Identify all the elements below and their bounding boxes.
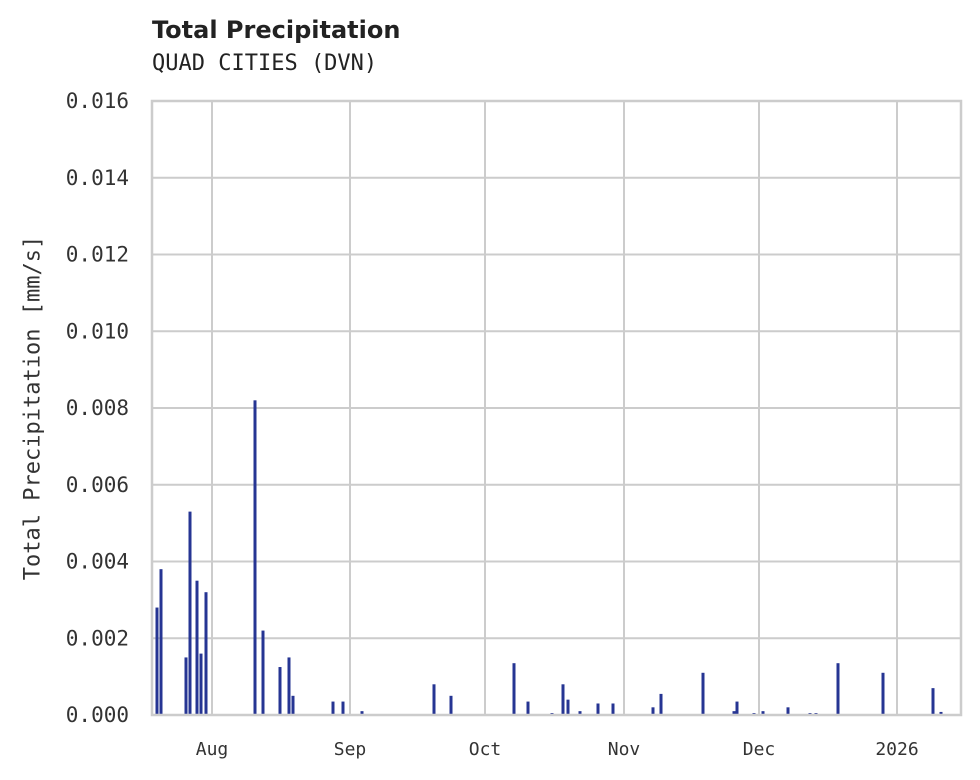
- plot-frame: [150, 99, 963, 717]
- y-tick-label: 0.008: [66, 396, 129, 420]
- precipitation-bar: [651, 707, 655, 715]
- precipitation-bar: [155, 607, 159, 715]
- gridlines: [152, 100, 961, 716]
- precipitation-bar: [195, 580, 199, 715]
- precipitation-bar: [432, 684, 436, 715]
- y-tick-label: 0.014: [66, 166, 129, 190]
- precipitation-bar: [881, 672, 885, 715]
- precipitation-bar: [659, 693, 663, 715]
- y-tick-label: 0.016: [66, 89, 129, 113]
- precipitation-bar: [449, 695, 453, 715]
- precipitation-bar: [761, 711, 765, 715]
- x-tick-label: Dec: [743, 739, 776, 760]
- x-tick-label: 2026: [875, 739, 918, 760]
- precipitation-bar: [188, 511, 192, 715]
- precipitation-bar: [939, 711, 943, 715]
- y-tick-label: 0.012: [66, 243, 129, 267]
- precipitation-bar: [931, 688, 935, 715]
- precipitation-bar: [360, 711, 364, 715]
- precipitation-bar: [526, 701, 530, 715]
- precipitation-bar: [836, 663, 840, 715]
- precipitation-bar: [561, 684, 565, 715]
- chart-title: Total Precipitation: [152, 16, 401, 44]
- x-axis-ticks: Aug Sep Oct Nov Dec 2026: [196, 739, 919, 760]
- precipitation-bar: [331, 701, 335, 715]
- precipitation-bar: [566, 699, 570, 715]
- x-tick-label: Oct: [469, 739, 502, 760]
- precipitation-bar: [287, 657, 291, 715]
- precipitation-bar: [199, 653, 203, 715]
- precipitation-bars: [155, 400, 943, 715]
- precipitation-bar: [732, 711, 736, 715]
- y-tick-label: 0.010: [66, 319, 129, 343]
- y-axis-ticks: 0.000 0.002 0.004 0.006 0.008 0.010 0.012 0.014…: [66, 89, 129, 727]
- precipitation-bar: [701, 672, 705, 715]
- y-tick-label: 0.004: [66, 550, 129, 574]
- chart-subtitle: QUAD CITIES (DVN): [152, 51, 378, 76]
- precipitation-bar: [341, 701, 345, 715]
- precipitation-bar: [735, 701, 739, 715]
- precipitation-bar: [159, 569, 163, 715]
- precipitation-bar: [278, 667, 282, 715]
- precipitation-bar: [184, 657, 188, 715]
- y-tick-label: 0.002: [66, 626, 129, 650]
- precipitation-bar: [596, 703, 600, 715]
- precipitation-bar: [204, 592, 208, 715]
- precipitation-bar: [253, 400, 257, 715]
- precipitation-bar: [291, 695, 295, 715]
- precipitation-bar: [261, 630, 265, 715]
- x-tick-label: Sep: [334, 739, 367, 760]
- precipitation-bar: [512, 663, 516, 715]
- x-tick-label: Nov: [608, 739, 641, 760]
- y-tick-label: 0.000: [66, 703, 129, 727]
- y-tick-label: 0.006: [66, 473, 129, 497]
- precipitation-bar: [611, 703, 615, 715]
- precipitation-bar: [578, 711, 582, 715]
- precipitation-bar: [786, 707, 790, 715]
- x-tick-label: Aug: [196, 739, 229, 760]
